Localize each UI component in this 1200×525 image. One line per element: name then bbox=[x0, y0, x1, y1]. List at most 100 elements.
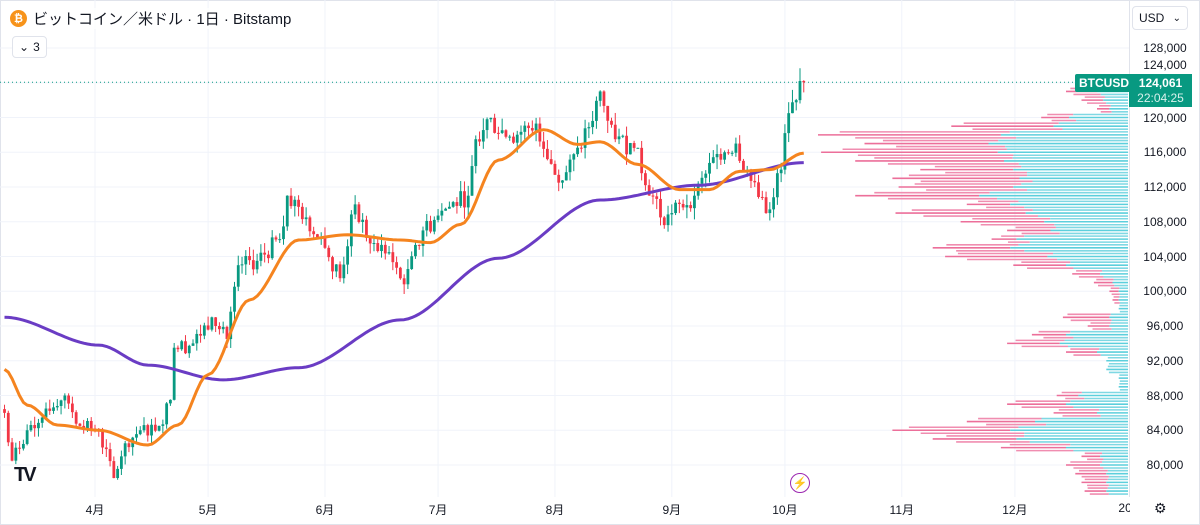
candle-body bbox=[670, 213, 674, 215]
candle-body bbox=[82, 425, 86, 429]
axis-settings-icon[interactable]: ⚙ bbox=[1154, 500, 1167, 516]
candle-body bbox=[579, 147, 583, 149]
candle-body bbox=[414, 244, 417, 257]
candle-body bbox=[161, 424, 165, 426]
candle-body bbox=[195, 333, 199, 344]
candle-body bbox=[553, 163, 557, 175]
candle-body bbox=[466, 195, 470, 208]
candle-body bbox=[628, 143, 632, 155]
candle-body bbox=[410, 256, 414, 270]
candle-body bbox=[40, 417, 44, 423]
indicators-count: 3 bbox=[33, 40, 40, 54]
candle-body bbox=[451, 202, 455, 207]
candle-body bbox=[436, 215, 440, 220]
time-tick-label: 7月 bbox=[428, 503, 448, 517]
candle-body bbox=[169, 399, 172, 404]
time-tick-label: 6月 bbox=[315, 503, 335, 517]
candle-body bbox=[591, 120, 595, 128]
candle-body bbox=[459, 191, 463, 206]
candle-body bbox=[719, 153, 723, 160]
candle-body bbox=[395, 262, 398, 268]
candle-body bbox=[689, 205, 693, 209]
candle-body bbox=[512, 136, 515, 143]
price-tick-label: 80,000 bbox=[1146, 458, 1184, 472]
candle-body bbox=[282, 226, 285, 240]
candle-body bbox=[455, 202, 459, 206]
candle-body bbox=[561, 180, 564, 183]
candle-body bbox=[172, 347, 176, 400]
candle-body bbox=[346, 246, 349, 265]
candle-body bbox=[568, 159, 572, 173]
candle-body bbox=[583, 128, 587, 148]
candle-body bbox=[21, 443, 25, 449]
candle-body bbox=[715, 153, 719, 158]
currency-value: USD bbox=[1139, 11, 1165, 25]
candle-body bbox=[180, 341, 184, 350]
candle-body bbox=[48, 408, 52, 411]
candle-body bbox=[478, 139, 481, 142]
candle-body bbox=[617, 136, 621, 140]
chart-header: ₿ ビットコイン／米ドル · 1日 · Bitstamp bbox=[10, 8, 292, 29]
candle-body bbox=[636, 147, 640, 149]
time-tick-label: 4月 bbox=[85, 503, 105, 517]
candle-body bbox=[504, 130, 508, 137]
candle-body bbox=[37, 422, 40, 429]
candle-body bbox=[67, 395, 71, 404]
candle-body bbox=[666, 214, 670, 226]
candle-body bbox=[240, 264, 244, 266]
candle-body bbox=[274, 237, 278, 240]
candle-body bbox=[10, 442, 14, 461]
candle-body bbox=[685, 205, 689, 208]
candle-body bbox=[779, 169, 783, 174]
price-chart[interactable] bbox=[0, 0, 1130, 497]
candle-body bbox=[55, 405, 59, 408]
moving-average-slow-line bbox=[4, 161, 804, 382]
candle-body bbox=[236, 265, 240, 287]
candle-body bbox=[74, 412, 78, 424]
time-axis[interactable]: 4月 5月 6月 7月 8月 9月 10月 11月 12月 2026 bbox=[0, 495, 1130, 523]
candle-body bbox=[255, 260, 259, 270]
candle-body bbox=[704, 173, 708, 178]
candle-body bbox=[783, 133, 787, 170]
candle-body bbox=[63, 395, 67, 401]
candle-body bbox=[218, 326, 221, 330]
lightning-event-icon[interactable]: ⚡ bbox=[790, 473, 810, 493]
candle-body bbox=[655, 196, 659, 199]
candle-body bbox=[738, 143, 742, 161]
candle-body bbox=[391, 252, 395, 263]
tradingview-logo[interactable]: TV bbox=[14, 464, 36, 486]
candle-body bbox=[693, 195, 696, 209]
candle-body bbox=[365, 219, 368, 238]
candle-body bbox=[651, 195, 655, 197]
candle-body bbox=[753, 180, 757, 183]
candle-body bbox=[463, 191, 466, 208]
candle-body bbox=[447, 206, 451, 209]
price-tick-label: 120,000 bbox=[1143, 110, 1187, 125]
candle-body bbox=[398, 267, 402, 279]
chevron-down-icon: ⌄ bbox=[19, 40, 30, 54]
candle-body bbox=[244, 256, 248, 265]
indicators-toggle-button[interactable]: ⌄ 3 bbox=[12, 36, 47, 58]
candle-body bbox=[538, 123, 542, 142]
candle-body bbox=[474, 139, 478, 167]
currency-select[interactable]: USD ⌄ bbox=[1132, 6, 1188, 30]
candle-body bbox=[293, 199, 297, 207]
candle-body bbox=[18, 447, 21, 449]
candle-body bbox=[632, 143, 636, 148]
candle-body bbox=[496, 132, 500, 134]
candle-body bbox=[598, 91, 602, 101]
price-tick-label: 128,000 bbox=[1143, 41, 1187, 55]
candle-body bbox=[432, 219, 436, 232]
candle-body bbox=[33, 425, 37, 429]
moving-average-fast-line bbox=[3, 128, 804, 447]
candle-body bbox=[233, 286, 236, 312]
candle-body bbox=[519, 131, 523, 135]
candle-body bbox=[572, 154, 576, 160]
candle-body bbox=[376, 243, 380, 252]
candle-body bbox=[138, 430, 142, 435]
chart-title: ビットコイン／米ドル · 1日 · Bitstamp bbox=[33, 11, 292, 28]
candle-body bbox=[214, 317, 218, 327]
price-tick-label: 88,000 bbox=[1146, 388, 1184, 403]
candle-body bbox=[802, 80, 806, 83]
candle-body bbox=[587, 127, 591, 129]
